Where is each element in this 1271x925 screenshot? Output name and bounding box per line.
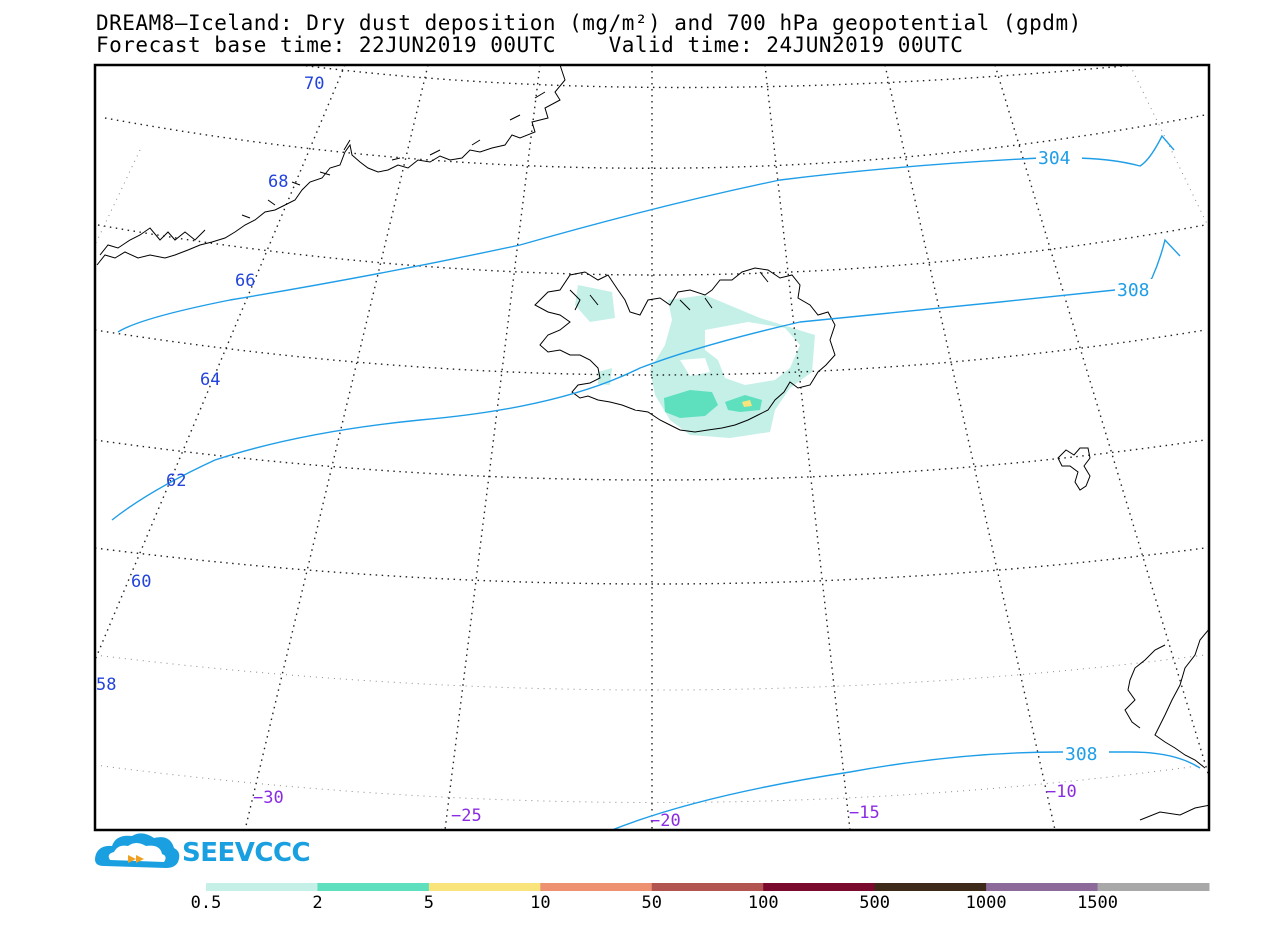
contour-308-north xyxy=(111,238,1181,521)
coastlines xyxy=(96,65,1209,821)
longitude-lines-faint xyxy=(95,65,1209,246)
lon-label-minus25: −25 xyxy=(451,806,482,826)
colorbar-swatch xyxy=(651,883,764,891)
colorbar-swatch xyxy=(540,883,653,891)
geopotential-contours xyxy=(111,134,1201,830)
colorbar-label: 500 xyxy=(859,893,891,913)
colorbar-label: 10 xyxy=(530,893,551,913)
contour-label-308-south: 308 xyxy=(1065,744,1098,765)
latitude-lines-faint xyxy=(95,654,1206,803)
colorbar-swatch xyxy=(1097,883,1210,891)
colorbar-swatch xyxy=(317,883,430,891)
lat-label-60: 60 xyxy=(131,572,151,592)
longitude-lines xyxy=(95,65,1209,830)
latitude-lines xyxy=(95,65,1206,585)
contour-labels: 304 308 308 xyxy=(1036,147,1161,765)
colorbar-swatch xyxy=(874,883,987,891)
dust-shading-clear xyxy=(680,322,800,385)
colorbar-label: 100 xyxy=(747,893,779,913)
contour-304 xyxy=(117,134,1175,333)
latitude-labels: 70 68 66 64 62 60 58 xyxy=(96,74,324,695)
colorbar-label: 50 xyxy=(641,893,663,913)
chart-title: DREAM8—Iceland: Dry dust deposition (mg/… xyxy=(96,11,1082,35)
longitude-labels: −30 −25 −20 −15 −10 xyxy=(253,782,1077,831)
lat-label-66: 66 xyxy=(235,271,255,291)
lat-label-64: 64 xyxy=(200,370,220,390)
dust-shading-high xyxy=(742,400,752,407)
colorbar-label: 5 xyxy=(423,893,434,913)
chart-subtitle: Forecast base time: 22JUN2019 00UTC Vali… xyxy=(96,33,964,57)
contour-label-304: 304 xyxy=(1038,148,1071,169)
lat-label-68: 68 xyxy=(268,172,288,192)
contour-308-south xyxy=(611,751,1201,830)
lat-label-70: 70 xyxy=(304,74,324,94)
seevccc-logo-text: SEEVCCC xyxy=(182,838,311,868)
colorbar-label: 2 xyxy=(312,893,323,913)
lat-label-62: 62 xyxy=(166,471,186,491)
lon-label-minus30: −30 xyxy=(253,788,284,808)
lon-label-minus20: −20 xyxy=(650,811,681,831)
cloud-logo-icon xyxy=(95,833,180,868)
colorbar-label: 1000 xyxy=(965,893,1007,913)
contour-label-308-north: 308 xyxy=(1117,280,1150,301)
lat-label-58: 58 xyxy=(96,675,116,695)
lon-label-minus15: −15 xyxy=(849,803,880,823)
map-frame xyxy=(93,63,1211,832)
colorbar-label: 1500 xyxy=(1077,893,1119,913)
colorbar-label: 0.5 xyxy=(190,893,222,913)
colorbar-swatch xyxy=(428,883,541,891)
colorbar xyxy=(206,883,1210,891)
lon-label-minus10: −10 xyxy=(1046,782,1077,802)
colorbar-swatch xyxy=(763,883,876,891)
colorbar-swatch xyxy=(986,883,1099,891)
colorbar-swatch xyxy=(206,883,318,891)
